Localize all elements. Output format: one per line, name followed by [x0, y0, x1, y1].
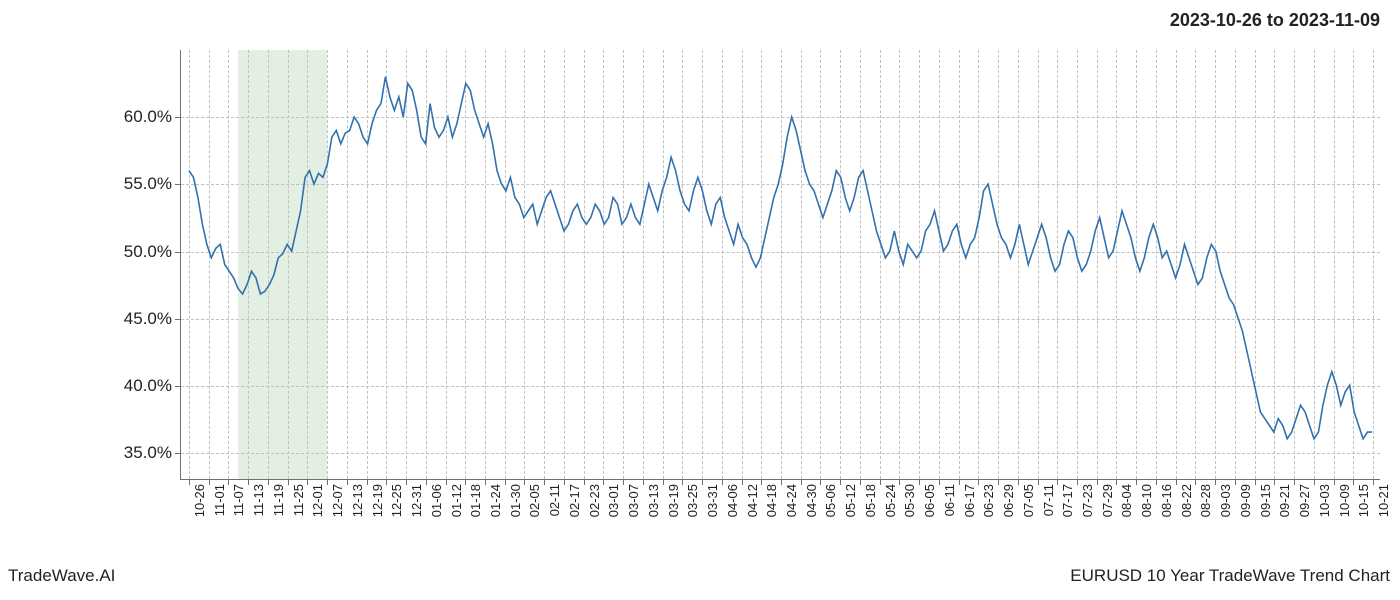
x-axis-label: 06-11 — [942, 484, 957, 516]
y-axis-label: 45.0% — [124, 309, 172, 329]
x-axis-label: 04-24 — [784, 484, 799, 517]
x-axis-label: 12-01 — [310, 484, 325, 517]
x-axis-label: 08-16 — [1159, 484, 1174, 517]
y-axis-label: 60.0% — [124, 107, 172, 127]
x-axis-label: 10-15 — [1356, 484, 1371, 517]
x-axis-label: 06-23 — [981, 484, 996, 517]
x-axis-label: 12-19 — [370, 484, 385, 517]
x-axis-label: 11-19 — [271, 484, 286, 516]
y-axis-label: 35.0% — [124, 443, 172, 463]
x-axis-label: 09-03 — [1218, 484, 1233, 517]
x-axis-label: 02-23 — [587, 484, 602, 517]
x-axis-label: 03-13 — [646, 484, 661, 517]
x-axis-label: 10-21 — [1376, 484, 1391, 517]
x-axis-label: 01-30 — [508, 484, 523, 517]
data-line — [189, 77, 1372, 439]
x-axis-label: 09-09 — [1238, 484, 1253, 517]
line-chart-svg — [181, 50, 1380, 479]
x-axis-label: 11-25 — [291, 484, 306, 516]
x-axis-label: 03-25 — [685, 484, 700, 517]
x-axis-label: 05-18 — [863, 484, 878, 517]
x-axis-label: 11-07 — [231, 484, 246, 516]
date-range-label: 2023-10-26 to 2023-11-09 — [1170, 10, 1380, 31]
x-axis-label: 01-24 — [488, 484, 503, 517]
x-axis-label: 07-17 — [1060, 484, 1075, 517]
x-axis-label: 09-15 — [1258, 484, 1273, 517]
x-axis-label: 04-06 — [725, 484, 740, 517]
x-axis-label: 09-21 — [1277, 484, 1292, 517]
trend-chart — [180, 50, 1380, 480]
x-axis-label: 08-04 — [1119, 484, 1134, 517]
x-axis-label: 12-07 — [330, 484, 345, 517]
x-axis-label: 08-22 — [1179, 484, 1194, 517]
chart-title: EURUSD 10 Year TradeWave Trend Chart — [1070, 566, 1390, 586]
x-axis-label: 04-18 — [764, 484, 779, 517]
x-axis-label: 07-11 — [1041, 484, 1056, 516]
x-axis-label: 12-31 — [409, 484, 424, 517]
x-axis-label: 01-06 — [429, 484, 444, 517]
x-axis-label: 03-07 — [626, 484, 641, 517]
x-axis-label: 04-12 — [745, 484, 760, 517]
x-axis-label: 03-01 — [606, 484, 621, 517]
x-axis-label: 10-03 — [1317, 484, 1332, 517]
x-axis-label: 12-25 — [389, 484, 404, 517]
x-axis-label: 06-17 — [962, 484, 977, 517]
x-axis-label: 05-06 — [823, 484, 838, 517]
y-axis-label: 55.0% — [124, 174, 172, 194]
x-axis-label: 10-09 — [1337, 484, 1352, 517]
x-axis-label: 01-18 — [468, 484, 483, 517]
x-axis-label: 03-31 — [705, 484, 720, 517]
x-axis-label: 10-26 — [192, 484, 207, 517]
x-axis-label: 08-28 — [1198, 484, 1213, 517]
x-axis-label: 09-27 — [1297, 484, 1312, 517]
brand-label: TradeWave.AI — [8, 566, 115, 586]
x-axis-label: 05-12 — [843, 484, 858, 517]
x-axis-label: 03-19 — [666, 484, 681, 517]
x-axis-label: 08-10 — [1139, 484, 1154, 517]
x-axis-label: 07-23 — [1080, 484, 1095, 517]
x-axis-label: 07-29 — [1100, 484, 1115, 517]
y-axis-label: 40.0% — [124, 376, 172, 396]
x-axis-label: 12-13 — [350, 484, 365, 517]
x-axis-label: 02-17 — [567, 484, 582, 517]
x-axis-label: 02-11 — [547, 484, 562, 516]
x-axis-label: 11-01 — [212, 484, 227, 516]
x-axis-label: 06-29 — [1001, 484, 1016, 517]
x-axis-label: 04-30 — [804, 484, 819, 517]
x-axis-label: 11-13 — [251, 484, 266, 516]
x-axis-label: 07-05 — [1021, 484, 1036, 517]
y-axis-label: 50.0% — [124, 242, 172, 262]
x-axis-label: 01-12 — [449, 484, 464, 517]
x-axis-label: 05-24 — [883, 484, 898, 517]
x-axis-label: 05-30 — [902, 484, 917, 517]
x-axis-label: 02-05 — [527, 484, 542, 517]
x-axis-label: 06-05 — [922, 484, 937, 517]
